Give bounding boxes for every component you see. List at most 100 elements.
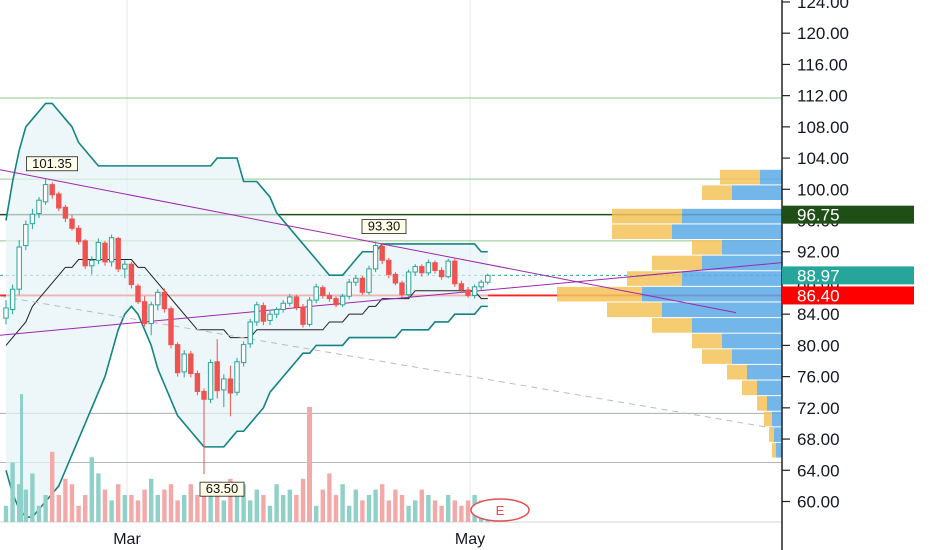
volume-bar: [254, 489, 259, 522]
volume-bar: [208, 495, 213, 522]
volume-bar: [281, 495, 286, 522]
volume-bar: [241, 484, 246, 522]
volume-profile-bar-down: [607, 302, 662, 318]
volume-bar: [155, 495, 160, 522]
price-axis-label: 112.00: [797, 87, 848, 106]
price-axis-label: 92.00: [797, 243, 840, 262]
candle-body: [452, 260, 458, 285]
volume-profile-bar-up: [747, 364, 782, 380]
volume-bar: [162, 489, 167, 522]
volume-profile-bar-up: [760, 169, 782, 185]
volume-bar: [459, 505, 464, 522]
candle-body: [221, 378, 227, 391]
candles: [3, 179, 491, 475]
volume-profile-bar-up: [672, 224, 782, 240]
candle-body: [49, 184, 55, 196]
volume-bar: [327, 473, 332, 522]
volume-bar: [135, 500, 141, 522]
price-axis-label: 108.00: [797, 118, 849, 137]
candle-body: [122, 263, 128, 270]
candle-body: [379, 245, 385, 261]
volume-profile-bar-down: [702, 185, 732, 201]
price-label-box: [782, 286, 914, 305]
volume-bar: [465, 500, 471, 522]
candle-body: [485, 274, 491, 283]
volume-bar: [168, 484, 174, 522]
volume-profile: [557, 169, 782, 458]
price-callout-box: [361, 219, 407, 234]
volume-bar: [43, 495, 48, 522]
candle-body: [194, 372, 201, 392]
volume-bar: [30, 473, 35, 522]
trend-line-dashed: [0, 295, 783, 431]
candle-body: [425, 262, 432, 274]
price-callout-box: [25, 156, 79, 172]
candle-body: [181, 353, 187, 373]
volume-bar: [76, 505, 81, 522]
volume-bar: [426, 495, 431, 522]
volume-bar: [56, 495, 61, 522]
candle-body: [353, 277, 359, 283]
time-axis-label: May: [455, 531, 485, 548]
bollinger-bands: [5, 102, 488, 518]
bollinger-band-fill: [6, 103, 488, 518]
candle-body: [445, 260, 451, 278]
candle-body: [438, 269, 445, 278]
candle-body: [108, 237, 115, 263]
volume-profile-bar-up: [722, 333, 782, 349]
volume-bar: [188, 484, 193, 522]
volume-profile-bar-up: [682, 208, 782, 224]
volume-bar: [109, 500, 114, 522]
candle-body: [280, 302, 286, 310]
volume-bar: [122, 495, 127, 522]
volume-bar: [353, 489, 358, 522]
volume-profile-bar-up: [732, 349, 782, 364]
candle-body: [36, 199, 42, 214]
candle-body: [260, 305, 267, 322]
volume-bar: [314, 505, 319, 522]
time-axis[interactable]: Mar May: [113, 531, 485, 548]
candle-body: [386, 259, 392, 275]
volume-profile-bar-up: [702, 255, 782, 271]
volume-profile-bar-up: [692, 318, 782, 333]
volume-bar: [300, 478, 306, 522]
volume-bar: [366, 495, 372, 522]
candle-body: [56, 193, 62, 209]
volume-bar: [50, 451, 55, 522]
volume-profile-bar-down: [772, 442, 776, 458]
volume-bar: [3, 505, 9, 522]
volume-bar: [116, 484, 121, 522]
volume-bar: [149, 478, 154, 522]
candle-body: [247, 321, 253, 345]
volume-bar: [89, 457, 94, 522]
candle-body: [214, 361, 220, 392]
candle-body: [168, 308, 174, 346]
volume-profile-bar-down: [652, 318, 692, 333]
price-axis-label: 124.00: [797, 0, 849, 12]
price-axis-label: 60.00: [797, 493, 840, 512]
volume-bar: [201, 484, 207, 522]
candle-body: [366, 268, 372, 293]
candle-body: [9, 288, 16, 310]
price-callout-label: 93.30: [368, 219, 401, 234]
volume-bar: [267, 505, 273, 522]
volume-profile-bar-down: [769, 427, 774, 442]
bollinger-lower-line: [5, 305, 488, 518]
candle-body: [161, 291, 168, 310]
volume-profile-bar-down: [764, 411, 772, 427]
volume-profile-bar-down: [702, 349, 732, 364]
volume-bar: [83, 495, 88, 522]
volume-profile-bar-down: [612, 208, 682, 224]
candle-body: [16, 246, 22, 290]
candle-body: [75, 227, 82, 243]
volume-profile-bar-down: [557, 286, 642, 302]
earnings-marker-label: E: [496, 503, 505, 518]
volume-bar: [406, 505, 411, 522]
candle-body: [141, 301, 148, 325]
volume-profile-bar-down: [692, 240, 722, 255]
volume-profile-bar-down: [692, 333, 722, 349]
earnings-marker[interactable]: E: [470, 498, 530, 522]
volume-bar: [96, 473, 101, 522]
